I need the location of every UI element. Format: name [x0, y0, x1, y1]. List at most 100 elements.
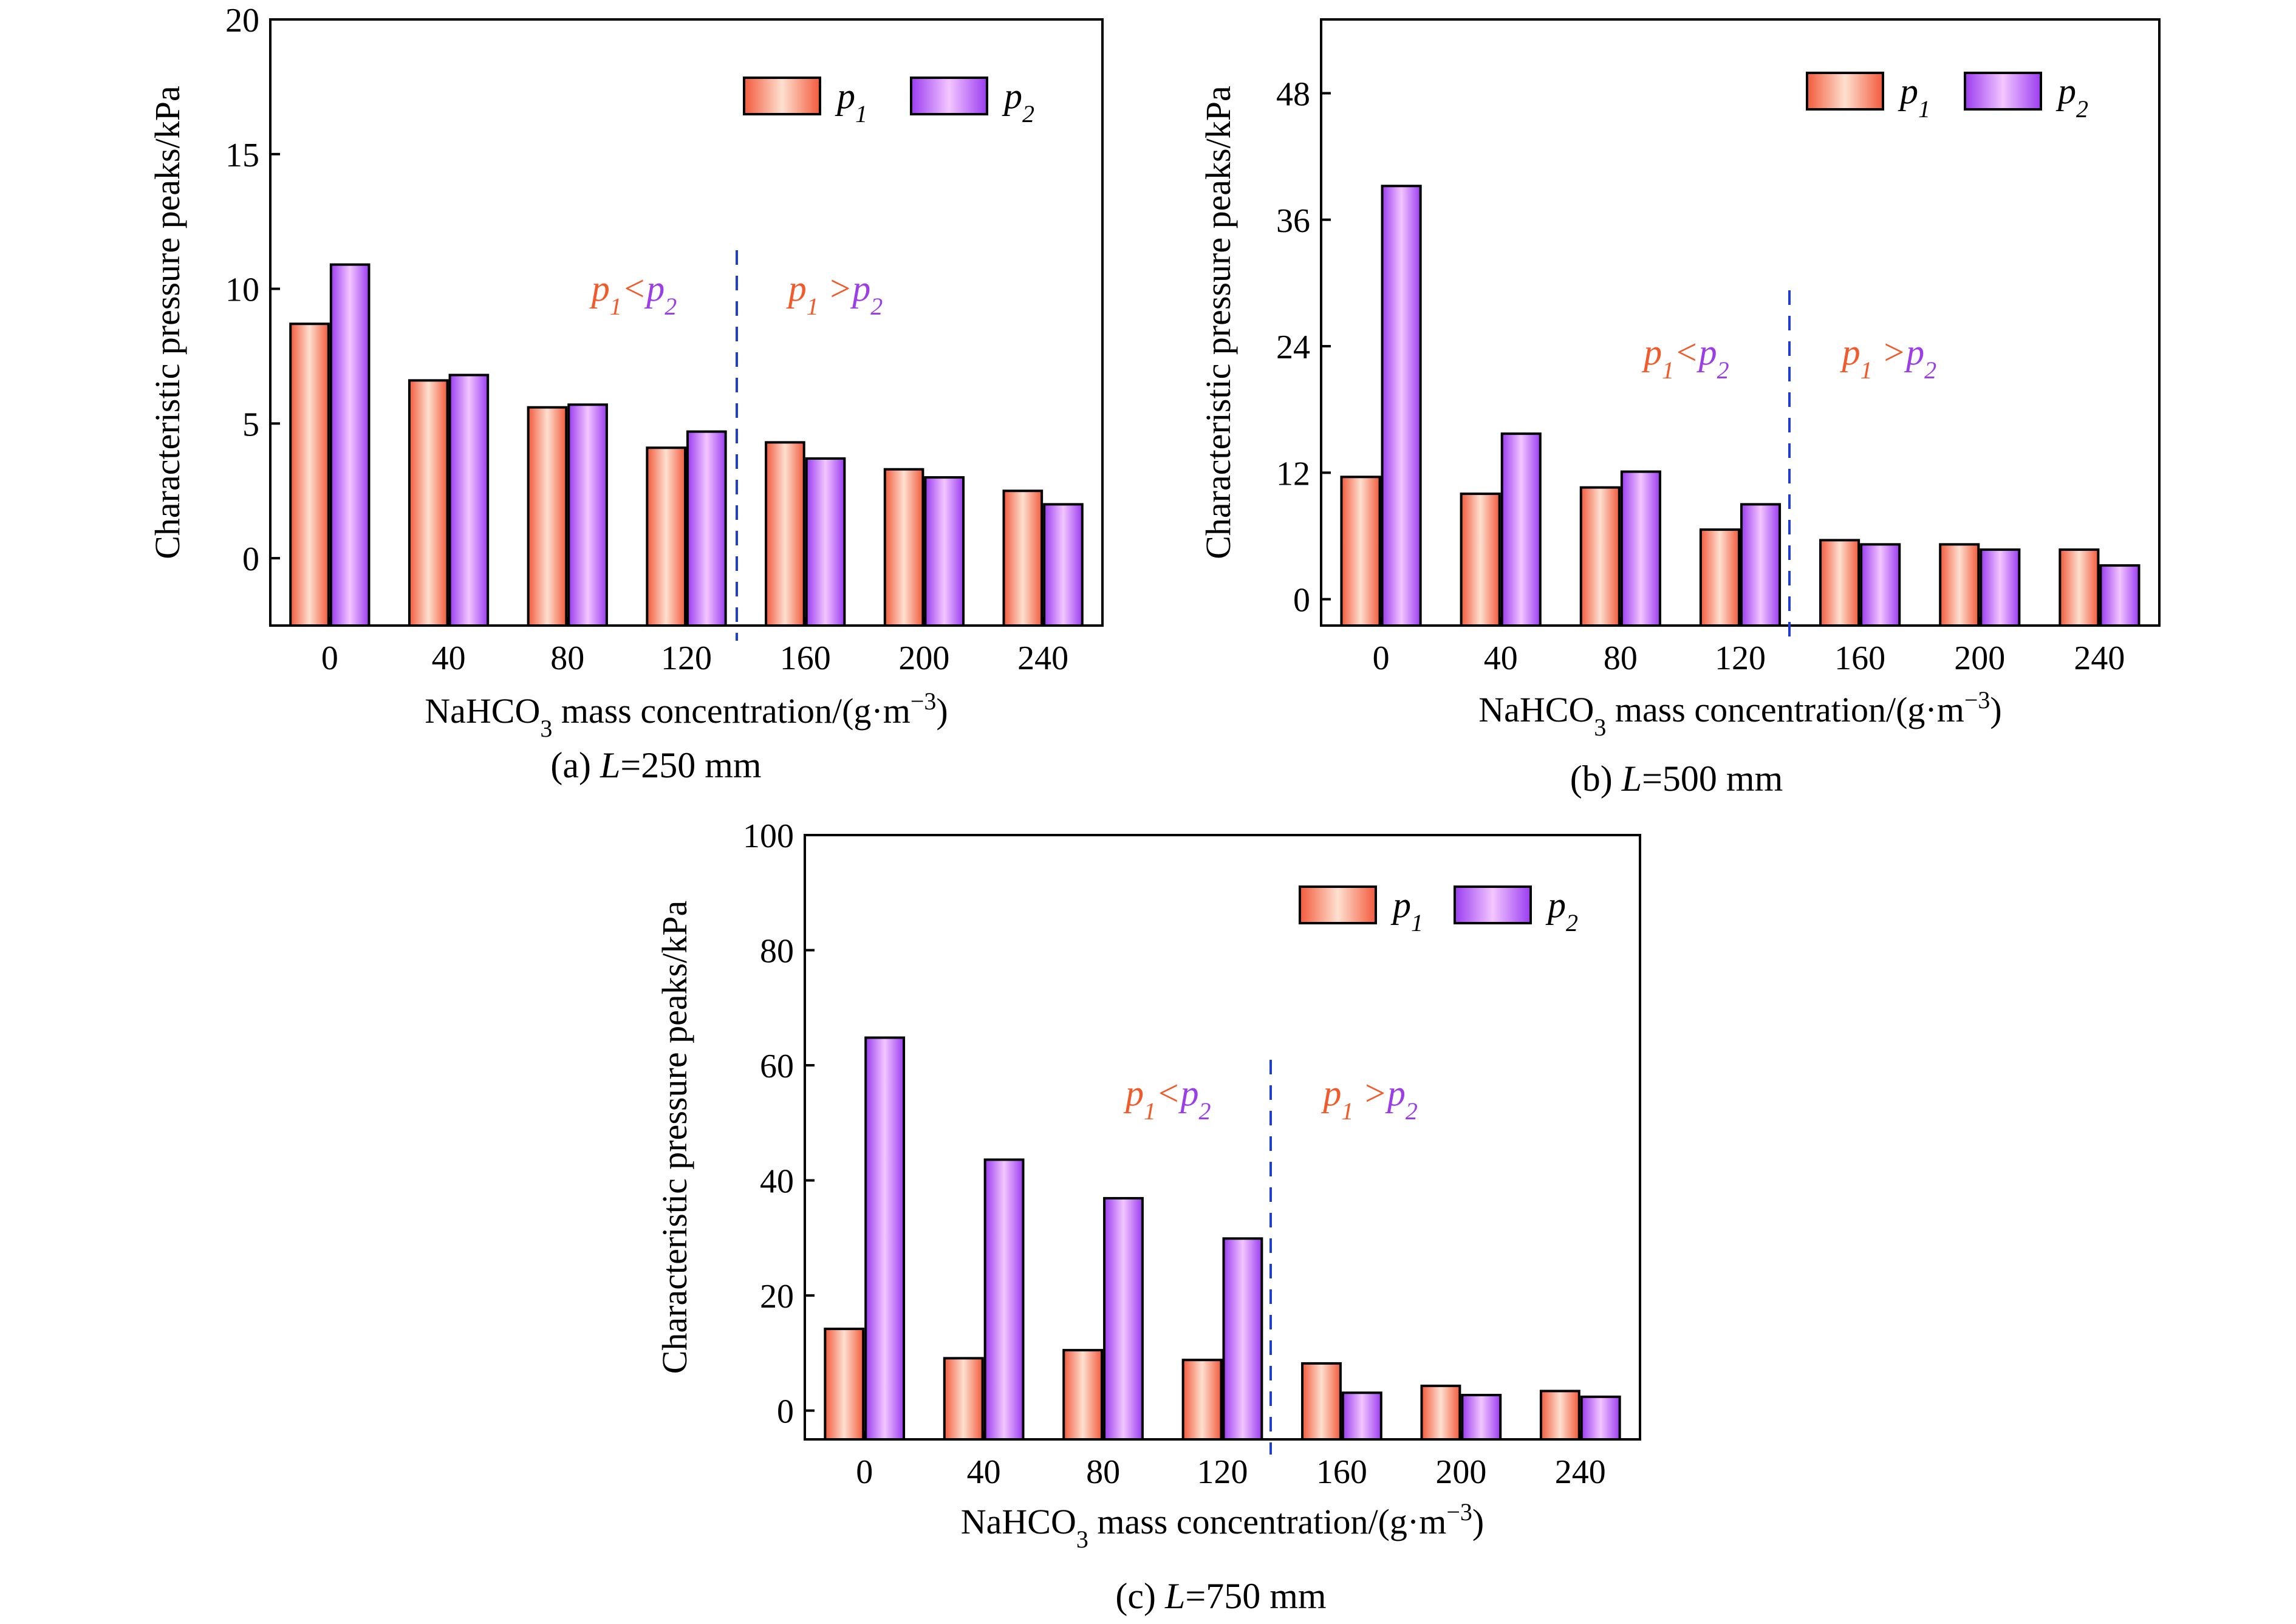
y-tick-label: 36	[1276, 202, 1310, 240]
x-tick-label: 200	[1435, 1453, 1486, 1491]
bar-p2-0	[864, 1036, 906, 1441]
y-tick-label: 10	[225, 271, 259, 309]
bar-p2-80	[567, 403, 608, 627]
y-tick-label: 0	[242, 541, 259, 578]
bar-p1-120	[1181, 1359, 1223, 1441]
caption-a: (a) L=250 mm	[550, 745, 761, 785]
y-tick-label: 24	[1276, 329, 1310, 366]
bar-p2-40	[1500, 432, 1542, 627]
x-tick-label: 240	[2074, 640, 2125, 677]
bar-p1-160	[1301, 1362, 1342, 1441]
bar-p1-200	[1939, 543, 1980, 627]
bar-p2-240	[1043, 503, 1084, 627]
bar-p2-240	[2099, 564, 2141, 627]
chart-c: 0 20 40 60 80 100 0 40 80 120 160 200 240 NaHCO3 mass…	[655, 817, 1641, 1616]
legend-p1-label: p1	[1390, 885, 1423, 937]
bar-p2-120	[686, 430, 727, 627]
legend-p2-label: p2	[1545, 885, 1578, 937]
bar-p1-40	[1460, 493, 1501, 627]
chart-b: 0 12 24 36 48 0 40 80 120 160 200 240 NaHCO3 mass co…	[1198, 18, 2161, 799]
legend-p1-label: p1	[1898, 71, 1930, 123]
legend-p2-swatch	[1454, 885, 1532, 924]
x-tick-label: 80	[1086, 1453, 1120, 1491]
y-tick-label: 0	[1293, 582, 1310, 619]
annotation-p1-greater-p2: p1 >p2	[1321, 1073, 1418, 1125]
annotation-p1-greater-p2: p1 >p2	[786, 268, 883, 320]
legend-p2-swatch	[1964, 72, 2042, 111]
bar-p1-120	[1699, 528, 1741, 627]
y-tick-label: 40	[760, 1163, 794, 1201]
bar-p2-160	[805, 457, 846, 627]
x-axis-title: NaHCO3 mass concentration/(g·m−3)	[425, 687, 948, 742]
annotation-p1-less-p2: p1<p2	[1641, 332, 1729, 384]
x-tick-label: 240	[1017, 640, 1068, 677]
bar-p2-200	[924, 476, 965, 627]
y-axis-title: Characteristic pressure peaks/kPa	[655, 901, 694, 1374]
bar-p2-160	[1341, 1391, 1382, 1441]
bar-p1-200	[883, 468, 924, 627]
bar-p1-240	[1002, 490, 1044, 627]
bar-p2-0	[1381, 185, 1422, 627]
annotation-p1-less-p2: p1<p2	[1123, 1073, 1211, 1125]
bar-p1-240	[1539, 1390, 1580, 1441]
legend-p2-label: p2	[2055, 71, 2088, 123]
bar-p2-200	[1980, 548, 2021, 627]
y-tick-label: 60	[760, 1048, 794, 1085]
x-tick-label: 0	[856, 1453, 873, 1491]
y-tick-label: 80	[760, 933, 794, 971]
y-tick-label: 100	[743, 817, 794, 855]
bar-p2-80	[1103, 1196, 1144, 1441]
legend-p1-label: p1	[835, 76, 867, 128]
x-tick-label: 200	[1954, 640, 2005, 677]
bar-p1-40	[943, 1357, 984, 1441]
x-tick-label: 40	[967, 1453, 1001, 1491]
legend-p2-label: p2	[1002, 76, 1034, 128]
x-tick-label: 160	[780, 640, 831, 677]
x-axis-title: NaHCO3 mass concentration/(g·m−3)	[1478, 686, 2001, 741]
bar-p1-0	[824, 1328, 865, 1441]
bar-p2-120	[1740, 503, 1782, 627]
x-tick-label: 40	[432, 640, 466, 677]
bar-p2-0	[329, 263, 371, 627]
x-tick-label: 0	[1373, 640, 1390, 677]
y-tick-label: 0	[777, 1393, 794, 1431]
bar-p2-120	[1222, 1237, 1263, 1441]
plot-frame	[804, 834, 1641, 1441]
bar-p1-80	[1579, 486, 1621, 627]
y-axis-title: Characteristic pressure peaks/kPa	[1198, 86, 1238, 559]
bar-p1-120	[646, 446, 687, 627]
bar-p2-200	[1461, 1394, 1502, 1441]
caption-c: (c) L=750 mm	[1115, 1576, 1326, 1616]
x-tick-label: 0	[321, 640, 338, 677]
y-tick-label: 48	[1276, 75, 1310, 113]
x-tick-label: 240	[1555, 1453, 1606, 1491]
bar-p2-240	[1580, 1395, 1621, 1441]
y-tick-label: 5	[242, 406, 259, 443]
y-tick-label: 15	[225, 137, 259, 174]
y-tick-label: 20	[225, 2, 259, 39]
y-tick-label: 12	[1276, 455, 1310, 493]
x-tick-label: 120	[661, 640, 712, 677]
x-tick-label: 160	[1834, 640, 1885, 677]
bar-p1-40	[408, 379, 449, 627]
bar-p1-0	[289, 322, 330, 627]
x-tick-label: 120	[1715, 640, 1766, 677]
bar-p1-80	[1062, 1349, 1104, 1441]
x-tick-label: 120	[1197, 1453, 1248, 1491]
legend-p1-swatch	[1806, 72, 1884, 111]
y-axis-title: Characteristic pressure peaks/kPa	[148, 86, 187, 559]
y-tick-label: 20	[760, 1278, 794, 1315]
x-tick-label: 40	[1484, 640, 1518, 677]
legend-p2-swatch	[910, 77, 988, 115]
x-tick-label: 200	[898, 640, 949, 677]
bar-p1-160	[1819, 539, 1860, 627]
bar-p2-80	[1620, 470, 1661, 627]
legend-p1-swatch	[743, 77, 821, 115]
bar-p2-40	[448, 374, 490, 627]
caption-b: (b) L=500 mm	[1570, 759, 1783, 799]
x-tick-label: 80	[1604, 640, 1638, 677]
annotation-p1-greater-p2: p1 >p2	[1840, 332, 1937, 384]
bar-p2-40	[983, 1158, 1025, 1441]
